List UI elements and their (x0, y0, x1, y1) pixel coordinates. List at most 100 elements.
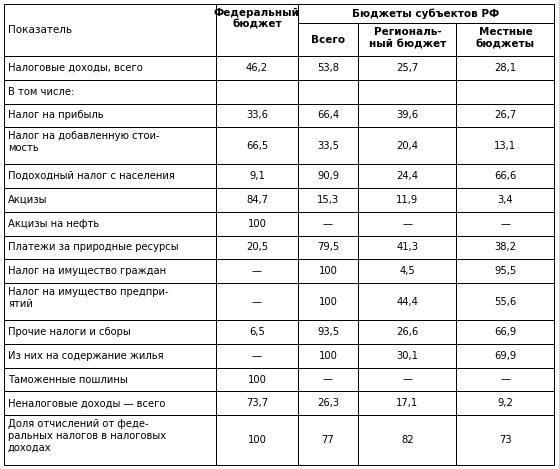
Bar (4, 392, 216, 415)
Text: 100: 100 (248, 375, 266, 385)
Bar (456, 283, 555, 320)
Bar (456, 128, 555, 164)
Text: Акцизы: Акцизы (8, 195, 48, 205)
Text: Акцизы на нефть: Акцизы на нефть (8, 219, 100, 229)
Text: Налог на имущество предпри-
ятий: Налог на имущество предпри- ятий (8, 287, 169, 309)
Text: Региональ-
ный бюджет: Региональ- ный бюджет (369, 28, 446, 49)
Text: 3,4: 3,4 (498, 195, 513, 205)
Text: Из них на содержание жилья: Из них на содержание жилья (8, 351, 164, 361)
Text: 77: 77 (321, 435, 334, 445)
Bar (298, 212, 358, 235)
Bar (216, 283, 298, 320)
Bar (358, 164, 456, 188)
Text: 73,7: 73,7 (246, 398, 268, 408)
Text: 20,5: 20,5 (246, 242, 268, 252)
Text: —: — (500, 219, 510, 229)
Text: Доля отчислений от феде-
ральных налогов в налоговых
доходах: Доля отчислений от феде- ральных налогов… (8, 419, 166, 453)
Text: Всего: Всего (311, 35, 345, 45)
Text: 69,9: 69,9 (494, 351, 517, 361)
Bar (456, 415, 555, 465)
Text: —: — (252, 266, 262, 276)
Text: 25,7: 25,7 (396, 63, 419, 73)
Bar (298, 104, 358, 128)
Bar (4, 235, 216, 259)
Text: 30,1: 30,1 (396, 351, 418, 361)
Bar (216, 164, 298, 188)
Bar (216, 104, 298, 128)
Bar (358, 188, 456, 212)
Bar (358, 80, 456, 104)
Text: 82: 82 (401, 435, 414, 445)
Text: 15,3: 15,3 (317, 195, 339, 205)
Text: —: — (500, 375, 510, 385)
Text: Неналоговые доходы — всего: Неналоговые доходы — всего (8, 398, 165, 408)
Text: 9,2: 9,2 (498, 398, 513, 408)
Bar (4, 344, 216, 368)
Text: Показатель: Показатель (8, 25, 72, 35)
Bar (358, 283, 456, 320)
Bar (4, 320, 216, 344)
Bar (4, 415, 216, 465)
Bar (216, 392, 298, 415)
Text: 95,5: 95,5 (494, 266, 517, 276)
Text: 28,1: 28,1 (494, 63, 517, 73)
Text: Налог на имущество граждан: Налог на имущество граждан (8, 266, 166, 276)
Bar (4, 104, 216, 128)
Bar (298, 4, 555, 23)
Bar (456, 392, 555, 415)
Bar (456, 23, 555, 56)
Bar (298, 188, 358, 212)
Text: 33,5: 33,5 (317, 141, 339, 151)
Text: 26,7: 26,7 (494, 111, 517, 121)
Text: 46,2: 46,2 (246, 63, 268, 73)
Bar (216, 80, 298, 104)
Text: 55,6: 55,6 (494, 296, 517, 307)
Bar (456, 80, 555, 104)
Text: 26,3: 26,3 (317, 398, 339, 408)
Text: Платежи за природные ресурсы: Платежи за природные ресурсы (8, 242, 179, 252)
Bar (456, 164, 555, 188)
Text: 66,5: 66,5 (246, 141, 268, 151)
Bar (4, 259, 216, 283)
Bar (298, 56, 358, 80)
Bar (216, 56, 298, 80)
Text: 73: 73 (499, 435, 511, 445)
Bar (456, 320, 555, 344)
Text: 41,3: 41,3 (396, 242, 418, 252)
Bar (216, 4, 298, 56)
Text: 66,9: 66,9 (494, 327, 517, 337)
Text: 9,1: 9,1 (249, 171, 265, 181)
Text: 53,8: 53,8 (317, 63, 339, 73)
Bar (358, 235, 456, 259)
Text: Прочие налоги и сборы: Прочие налоги и сборы (8, 327, 131, 337)
Bar (4, 128, 216, 164)
Text: 90,9: 90,9 (317, 171, 339, 181)
Bar (358, 128, 456, 164)
Text: 66,6: 66,6 (494, 171, 517, 181)
Bar (4, 80, 216, 104)
Text: 100: 100 (248, 219, 266, 229)
Bar (456, 344, 555, 368)
Text: Налог на прибыль: Налог на прибыль (8, 111, 103, 121)
Text: —: — (323, 375, 333, 385)
Text: 33,6: 33,6 (246, 111, 268, 121)
Text: 93,5: 93,5 (317, 327, 339, 337)
Bar (358, 104, 456, 128)
Text: 79,5: 79,5 (317, 242, 339, 252)
Text: 84,7: 84,7 (246, 195, 268, 205)
Bar (4, 4, 216, 56)
Bar (298, 80, 358, 104)
Bar (298, 128, 358, 164)
Bar (358, 320, 456, 344)
Text: —: — (252, 296, 262, 307)
Bar (298, 392, 358, 415)
Bar (358, 368, 456, 392)
Text: Федеральный
бюджет: Федеральный бюджет (214, 8, 300, 30)
Text: 26,6: 26,6 (396, 327, 419, 337)
Bar (216, 344, 298, 368)
Text: Местные
бюджеты: Местные бюджеты (476, 28, 535, 49)
Bar (216, 235, 298, 259)
Bar (216, 259, 298, 283)
Bar (456, 235, 555, 259)
Text: 38,2: 38,2 (494, 242, 517, 252)
